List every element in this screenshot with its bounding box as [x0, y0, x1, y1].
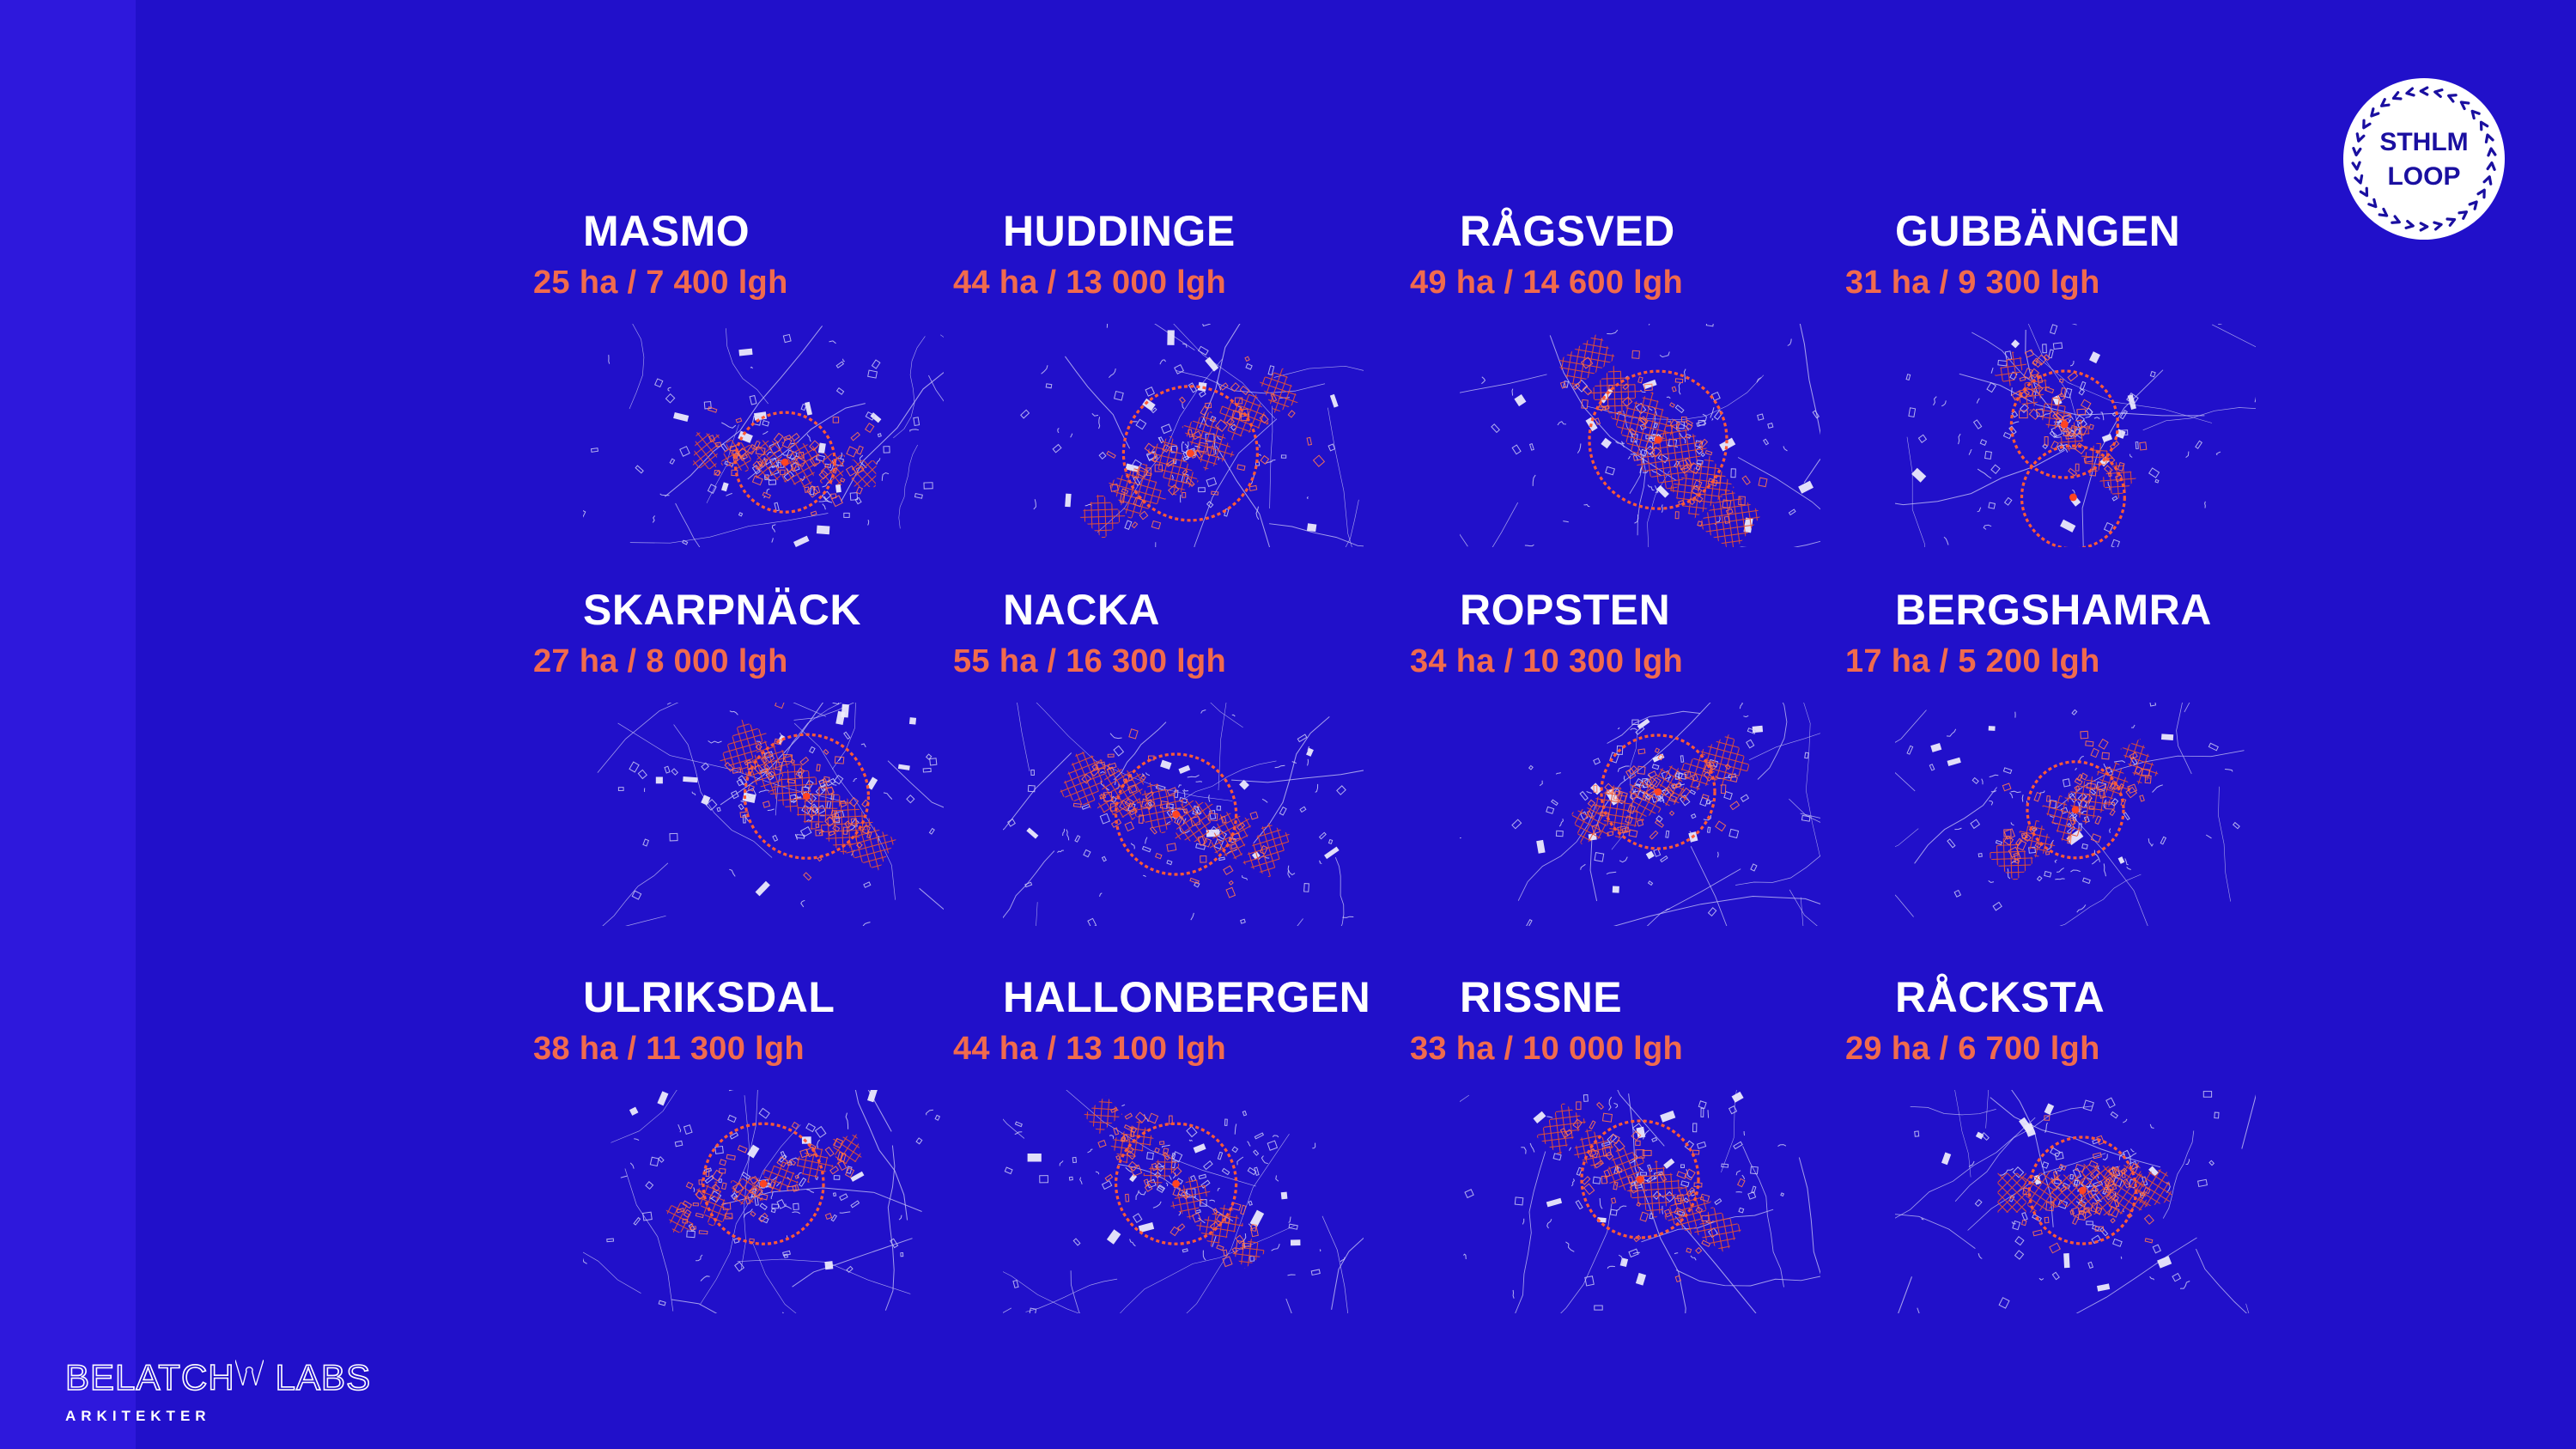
svg-text:LOOP: LOOP: [2387, 162, 2460, 191]
svg-text:STHLM: STHLM: [2379, 128, 2468, 156]
